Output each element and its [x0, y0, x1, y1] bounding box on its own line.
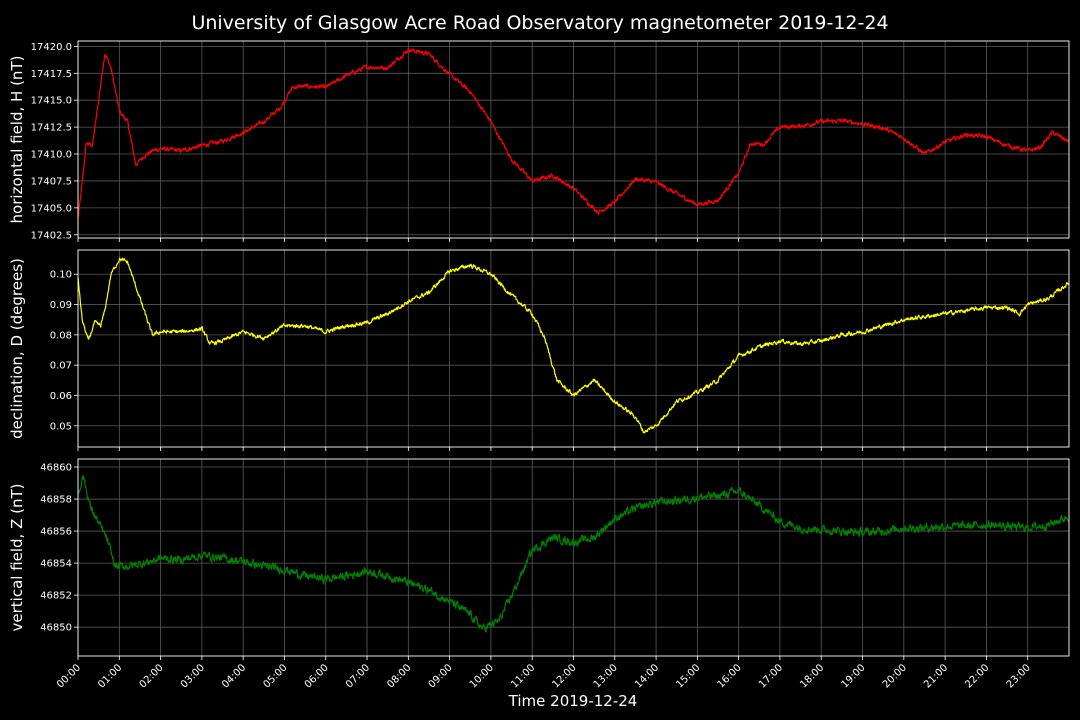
y-tick-label: 17402.5: [31, 230, 72, 241]
y-tick-label: 0.08: [50, 330, 72, 341]
x-tick-label: 00:00: [55, 662, 83, 690]
y-axis-label: vertical field, Z (nT): [8, 483, 26, 631]
y-tick-label: 0.05: [50, 421, 72, 432]
y-tick-label: 17412.5: [31, 123, 72, 134]
y-tick-label: 0.10: [50, 270, 72, 281]
axes-frame: [77, 40, 1070, 239]
y-tick-label: 0.07: [50, 361, 72, 372]
y-axis-label: horizontal field, H (nT): [8, 56, 26, 224]
y-tick-label: 46854: [40, 559, 72, 570]
y-axis-label: declination, D (degrees): [8, 258, 26, 439]
y-tick-label: 17417.5: [31, 69, 72, 80]
y-tick-label: 0.06: [50, 391, 72, 402]
x-tick-label: 21:00: [922, 662, 950, 690]
x-tick-label: 02:00: [138, 662, 166, 690]
y-tick-label: 46860: [40, 463, 72, 474]
data-series-line: [77, 47, 1070, 219]
x-tick-label: 23:00: [1005, 662, 1033, 690]
y-tick-label: 17415.0: [31, 96, 72, 107]
y-tick-label: 46850: [40, 623, 72, 634]
data-series-line: [77, 474, 1070, 633]
y-tick-label: 46852: [40, 591, 72, 602]
x-tick-label: 20:00: [881, 662, 909, 690]
x-tick-label: 15:00: [674, 662, 702, 690]
x-tick-label: 17:00: [757, 662, 785, 690]
x-tick-label: 19:00: [840, 662, 868, 690]
y-tick-label: 17410.0: [31, 150, 72, 161]
x-tick-label: 14:00: [633, 662, 661, 690]
y-tick-label: 46856: [40, 527, 72, 538]
x-axis-label: Time 2019-12-24: [508, 692, 638, 710]
x-tick-label: 10:00: [468, 662, 496, 690]
x-tick-label: 16:00: [716, 662, 744, 690]
x-tick-label: 03:00: [179, 662, 207, 690]
x-tick-label: 06:00: [303, 662, 331, 690]
y-tick-label: 17405.0: [31, 203, 72, 214]
panel-2: 0.05 0.06 0.07 0.08 0.09 0.10 declination, D (…: [8, 249, 1070, 451]
x-tick-label: 07:00: [344, 662, 372, 690]
axes-frame: [77, 458, 1070, 657]
x-tick-label: 05:00: [261, 662, 289, 690]
x-tick-label: 13:00: [592, 662, 620, 690]
y-tick-label: 46858: [40, 495, 72, 506]
x-tick-label: 12:00: [550, 662, 578, 690]
x-tick-label: 22:00: [963, 662, 991, 690]
data-series-line: [77, 257, 1070, 434]
chart-title: University of Glasgow Acre Road Observat…: [191, 12, 888, 34]
y-tick-label: 17407.5: [31, 176, 72, 187]
x-tick-label: 01:00: [96, 662, 124, 690]
axes-frame: [77, 249, 1070, 448]
x-tick-label: 18:00: [798, 662, 826, 690]
x-tick-label: 08:00: [385, 662, 413, 690]
panel-1: 17402.5 17405.0 17407.5 17410.0 17412.5 17415…: [8, 40, 1070, 242]
y-tick-label: 17420.0: [31, 42, 72, 53]
panel-3: 46850 46852 46854 46856 46858 46860 vertical f…: [8, 458, 1070, 660]
x-tick-label: 04:00: [220, 662, 248, 690]
y-tick-label: 0.09: [50, 300, 72, 311]
x-tick-label: 11:00: [509, 662, 537, 690]
x-tick-label: 09:00: [427, 662, 455, 690]
